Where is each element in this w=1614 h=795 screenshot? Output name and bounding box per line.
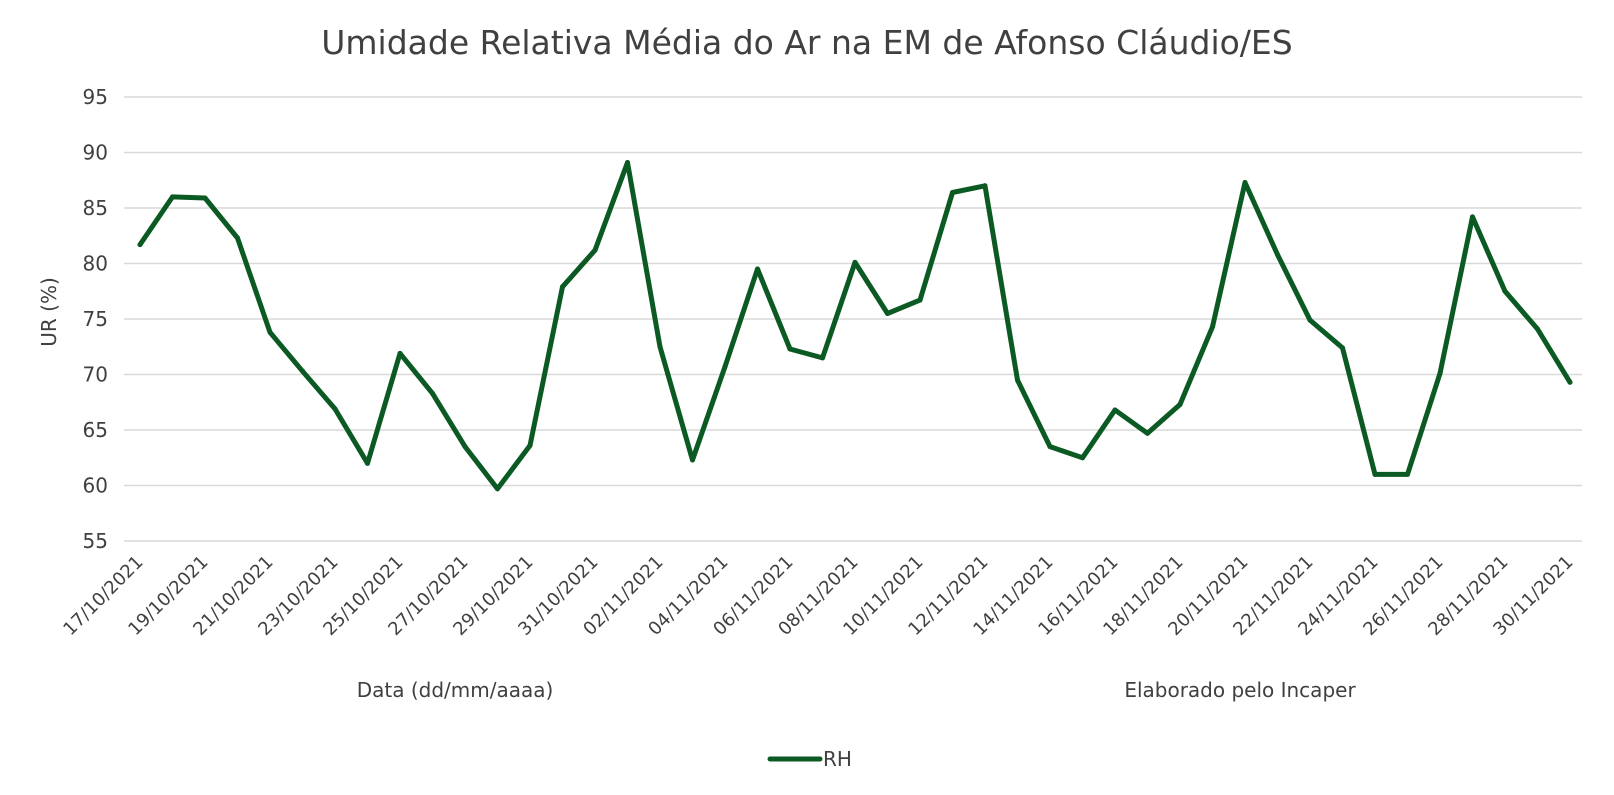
- y-tick-label: 85: [83, 196, 108, 220]
- y-tick-label: 65: [83, 418, 108, 442]
- y-tick-label: 60: [83, 474, 108, 498]
- y-tick-label: 90: [83, 141, 108, 165]
- data-point: [1177, 401, 1183, 407]
- data-point: [365, 460, 370, 466]
- data-point: [885, 310, 890, 316]
- data-point: [657, 344, 663, 350]
- data-point: [1340, 345, 1345, 351]
- data-point: [755, 266, 760, 272]
- data-point: [852, 259, 858, 265]
- data-point: [1535, 326, 1540, 332]
- x-axis-label: Data (dd/mm/aaaa): [357, 678, 554, 702]
- data-point: [1145, 430, 1150, 436]
- data-point: [917, 297, 923, 303]
- legend-label-rh: RH: [823, 747, 852, 771]
- data-point: [820, 355, 825, 361]
- data-point: [1275, 252, 1280, 258]
- y-axis-label: UR (%): [37, 277, 61, 347]
- data-point: [1567, 379, 1573, 385]
- data-point: [170, 194, 175, 200]
- data-point: [495, 486, 500, 492]
- data-point: [1112, 407, 1118, 413]
- legend: RH: [767, 747, 852, 771]
- data-point: [527, 443, 533, 449]
- data-point: [1437, 370, 1443, 376]
- y-axis-ticks: 95 90 85 80 75 70 65 60 55: [83, 85, 108, 553]
- data-point: [950, 189, 955, 195]
- data-point: [267, 329, 273, 335]
- data-point: [332, 406, 338, 412]
- data-point: [137, 242, 143, 248]
- data-point: [787, 346, 793, 352]
- y-tick-label: 80: [83, 252, 108, 276]
- data-point: [592, 247, 598, 253]
- y-tick-label: 70: [83, 363, 108, 387]
- chart-title: Umidade Relativa Média do Ar na EM de Af…: [321, 23, 1292, 62]
- source-note: Elaborado pelo Incaper: [1124, 678, 1356, 702]
- y-tick-label: 55: [83, 529, 108, 553]
- data-point: [1015, 377, 1020, 383]
- data-point: [560, 284, 565, 290]
- data-point: [202, 195, 208, 201]
- data-point: [1470, 214, 1475, 220]
- data-point: [1080, 455, 1085, 461]
- data-point: [430, 390, 435, 396]
- data-point: [1047, 444, 1053, 450]
- data-point: [1307, 317, 1313, 323]
- y-tick-label: 75: [83, 307, 108, 331]
- data-point: [690, 457, 695, 463]
- x-axis-ticks: 17/10/202119/10/202121/10/202123/10/2021…: [59, 552, 1577, 640]
- series-line-rh: [137, 160, 1573, 492]
- data-point: [1405, 471, 1410, 477]
- data-point: [625, 159, 630, 165]
- data-point: [1372, 471, 1378, 477]
- data-point: [397, 350, 403, 356]
- y-tick-label: 95: [83, 85, 108, 109]
- data-point: [722, 364, 728, 370]
- data-point: [982, 183, 988, 189]
- series-layer: [137, 159, 1573, 492]
- data-point: [462, 444, 468, 450]
- data-point: [1210, 324, 1215, 330]
- gridlines: [124, 96, 1582, 542]
- data-point: [1242, 179, 1248, 185]
- data-point: [300, 368, 305, 374]
- data-point: [235, 235, 240, 241]
- data-point: [1502, 288, 1508, 294]
